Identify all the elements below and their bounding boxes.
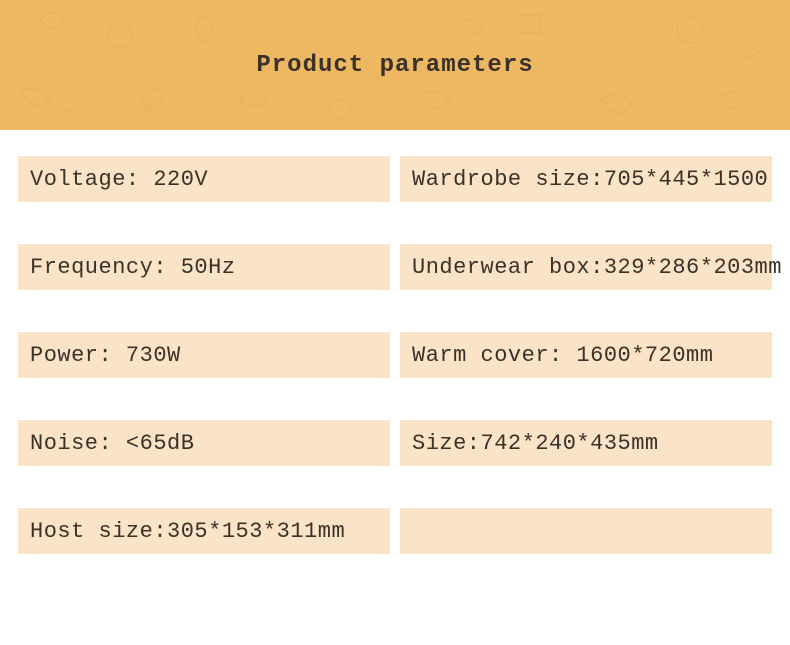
header-banner: Product parameters bbox=[0, 0, 790, 130]
param-voltage: Voltage: 220V bbox=[18, 156, 390, 202]
param-host-size: Host size:305*153*311mm bbox=[18, 508, 390, 554]
page-title: Product parameters bbox=[256, 52, 533, 79]
param-wardrobe-size: Wardrobe size:705*445*1500 bbox=[400, 156, 772, 202]
param-frequency: Frequency: 50Hz bbox=[18, 244, 390, 290]
param-noise: Noise: <65dB bbox=[18, 420, 390, 466]
param-size: Size:742*240*435mm bbox=[400, 420, 772, 466]
param-empty bbox=[400, 508, 772, 554]
param-power: Power: 730W bbox=[18, 332, 390, 378]
param-underwear-box: Underwear box:329*286*203mm bbox=[400, 244, 772, 290]
param-warm-cover: Warm cover: 1600*720mm bbox=[400, 332, 772, 378]
parameters-grid: Voltage: 220V Wardrobe size:705*445*1500… bbox=[0, 130, 790, 554]
